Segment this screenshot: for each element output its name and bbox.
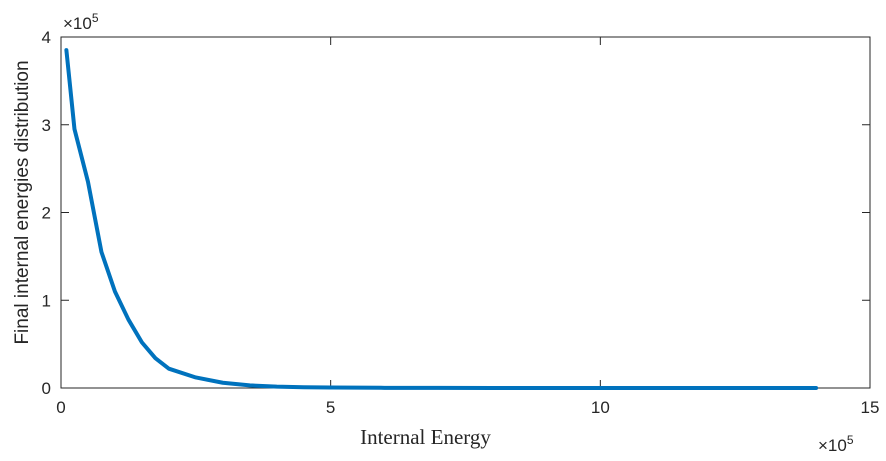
axes [60, 36, 871, 389]
series-line [64, 48, 819, 390]
series [64, 48, 819, 390]
x-tick-label: 0 [56, 398, 65, 417]
y-tick-label: 4 [42, 28, 51, 47]
x-axis-label: Internal Energy [360, 425, 491, 449]
y-tick-label: 1 [42, 291, 51, 310]
plot-box [60, 36, 871, 389]
x-tick-label: 5 [326, 398, 335, 417]
y-tick-label: 2 [42, 204, 51, 223]
x-tick-label: 15 [861, 398, 880, 417]
x-multiplier-exp: 5 [847, 433, 854, 447]
y-axis-label: Final internal energies distribution [12, 60, 33, 344]
y-tick-label: 0 [42, 379, 51, 398]
ticks: 0 5 10 15 0 1 2 3 4 [42, 28, 880, 417]
y-multiplier-base: ×10 [63, 14, 92, 33]
x-multiplier-base: ×10 [818, 436, 847, 455]
y-multiplier-exp: 5 [92, 11, 99, 25]
x-tick-label: 10 [591, 398, 610, 417]
y-multiplier: ×105 [63, 11, 99, 33]
y-tick-label: 3 [42, 116, 51, 135]
x-multiplier: ×105 [818, 433, 854, 455]
